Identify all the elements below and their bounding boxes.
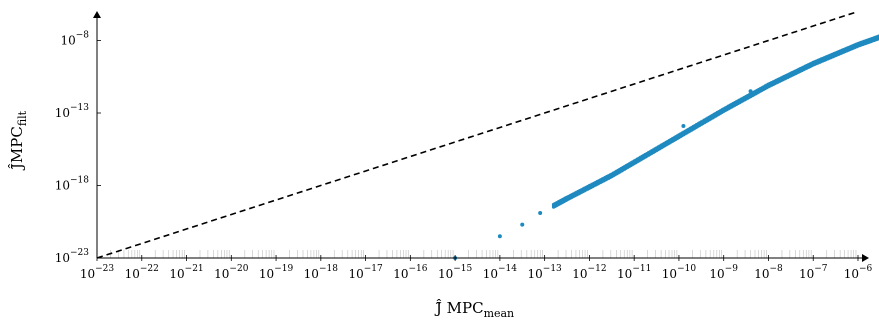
x-tick-label: 10−21 bbox=[169, 264, 203, 281]
reference-line bbox=[96, 10, 859, 259]
x-tick-label: 10−18 bbox=[304, 264, 339, 281]
x-tick-exponent: −17 bbox=[364, 264, 383, 274]
x-tick-label: 10−20 bbox=[214, 264, 249, 281]
x-tick-label: 10−15 bbox=[438, 264, 473, 281]
x-tick-exponent: −14 bbox=[498, 264, 517, 274]
x-axis-arrow bbox=[862, 254, 869, 262]
y-tick-label: 10−8 bbox=[60, 31, 89, 48]
x-tick-exponent: −20 bbox=[229, 264, 248, 274]
y-axis-label-subscript: filt bbox=[16, 110, 29, 126]
y-tick-label: 10−23 bbox=[55, 248, 90, 265]
outlier-point bbox=[748, 89, 753, 94]
x-tick-label: 10−10 bbox=[662, 264, 697, 281]
y-tick-base: 10 bbox=[55, 106, 70, 120]
y-tick-exponent: −18 bbox=[70, 176, 89, 186]
y-axis-label-main: Ĵ̂MPC bbox=[8, 126, 26, 171]
x-tick-base: 10 bbox=[304, 267, 319, 281]
x-tick-base: 10 bbox=[799, 267, 814, 281]
x-tick-base: 10 bbox=[572, 267, 587, 281]
minor-ticks bbox=[110, 250, 857, 258]
y-tick-base: 10 bbox=[55, 251, 70, 265]
x-axis-label-main: Ĵ̂ MPC bbox=[434, 299, 484, 317]
x-tick-base: 10 bbox=[754, 267, 769, 281]
x-tick-label: 10−12 bbox=[572, 264, 606, 281]
x-tick-label: 10−19 bbox=[259, 264, 294, 281]
x-tick-exponent: −22 bbox=[140, 264, 159, 274]
outlier-point bbox=[538, 211, 543, 216]
x-tick-label: 10−8 bbox=[754, 264, 783, 281]
x-tick-base: 10 bbox=[80, 267, 95, 281]
y-tick-exponent: −8 bbox=[76, 31, 90, 41]
x-axis-label: Ĵ̂ MPCmean bbox=[434, 299, 514, 320]
x-tick-label: 10−11 bbox=[617, 264, 651, 281]
y-tick-base: 10 bbox=[55, 179, 70, 193]
x-tick-base: 10 bbox=[844, 267, 859, 281]
x-tick-label: 10−6 bbox=[844, 264, 873, 281]
outlier-point bbox=[520, 222, 525, 227]
x-tick-label: 10−22 bbox=[125, 264, 159, 281]
x-tick-base: 10 bbox=[125, 267, 140, 281]
y-tick-exponent: −23 bbox=[70, 248, 89, 258]
x-axis-label-subscript: mean bbox=[484, 307, 515, 320]
x-tick-exponent: −7 bbox=[814, 264, 828, 274]
x-tick-base: 10 bbox=[709, 267, 724, 281]
x-tick-exponent: −21 bbox=[185, 264, 204, 274]
x-tick-label: 10−17 bbox=[348, 264, 383, 281]
axes bbox=[93, 11, 869, 262]
x-tick-base: 10 bbox=[169, 267, 184, 281]
y-tick-exponent: −13 bbox=[70, 103, 89, 113]
y-tick-label: 10−18 bbox=[55, 176, 90, 193]
data-points bbox=[453, 34, 879, 260]
y-tick-base: 10 bbox=[60, 34, 75, 48]
outlier-point bbox=[681, 124, 686, 129]
x-tick-label: 10−23 bbox=[80, 264, 115, 281]
x-tick-label: 10−7 bbox=[799, 264, 828, 281]
x-tick-base: 10 bbox=[617, 267, 632, 281]
x-tick-exponent: −23 bbox=[95, 264, 114, 274]
x-tick-exponent: −6 bbox=[859, 264, 873, 274]
x-tick-label: 10−16 bbox=[393, 264, 428, 281]
x-tick-label: 10−9 bbox=[709, 264, 738, 281]
y-axis-label: Ĵ̂MPCfilt bbox=[8, 110, 29, 171]
x-tick-exponent: −16 bbox=[408, 264, 427, 274]
x-tick-base: 10 bbox=[438, 267, 453, 281]
x-tick-exponent: −18 bbox=[319, 264, 338, 274]
x-tick-label: 10−14 bbox=[483, 264, 518, 281]
x-tick-base: 10 bbox=[662, 267, 677, 281]
x-tick-label: 10−13 bbox=[528, 264, 563, 281]
x-tick-exponent: −11 bbox=[632, 264, 651, 274]
outlier-point bbox=[497, 234, 502, 239]
x-tick-exponent: −9 bbox=[725, 264, 739, 274]
x-tick-exponent: −8 bbox=[769, 264, 783, 274]
x-tick-base: 10 bbox=[483, 267, 498, 281]
y-axis-arrow bbox=[93, 11, 101, 18]
x-tick-base: 10 bbox=[348, 267, 363, 281]
x-tick-base: 10 bbox=[259, 267, 274, 281]
reference-line-group bbox=[96, 10, 859, 259]
x-tick-base: 10 bbox=[214, 267, 229, 281]
x-tick-exponent: −12 bbox=[588, 264, 607, 274]
x-tick-labels: 10−23 10−22 10−21 10−20 10−19 10−18 10−17 10−16… bbox=[80, 255, 873, 281]
x-tick-exponent: −15 bbox=[453, 264, 472, 274]
x-tick-exponent: −19 bbox=[274, 264, 293, 274]
x-tick-base: 10 bbox=[393, 267, 408, 281]
y-tick-label: 10−13 bbox=[55, 103, 90, 120]
x-tick-base: 10 bbox=[528, 267, 543, 281]
x-tick-exponent: −10 bbox=[677, 264, 696, 274]
x-tick-exponent: −13 bbox=[543, 264, 562, 274]
